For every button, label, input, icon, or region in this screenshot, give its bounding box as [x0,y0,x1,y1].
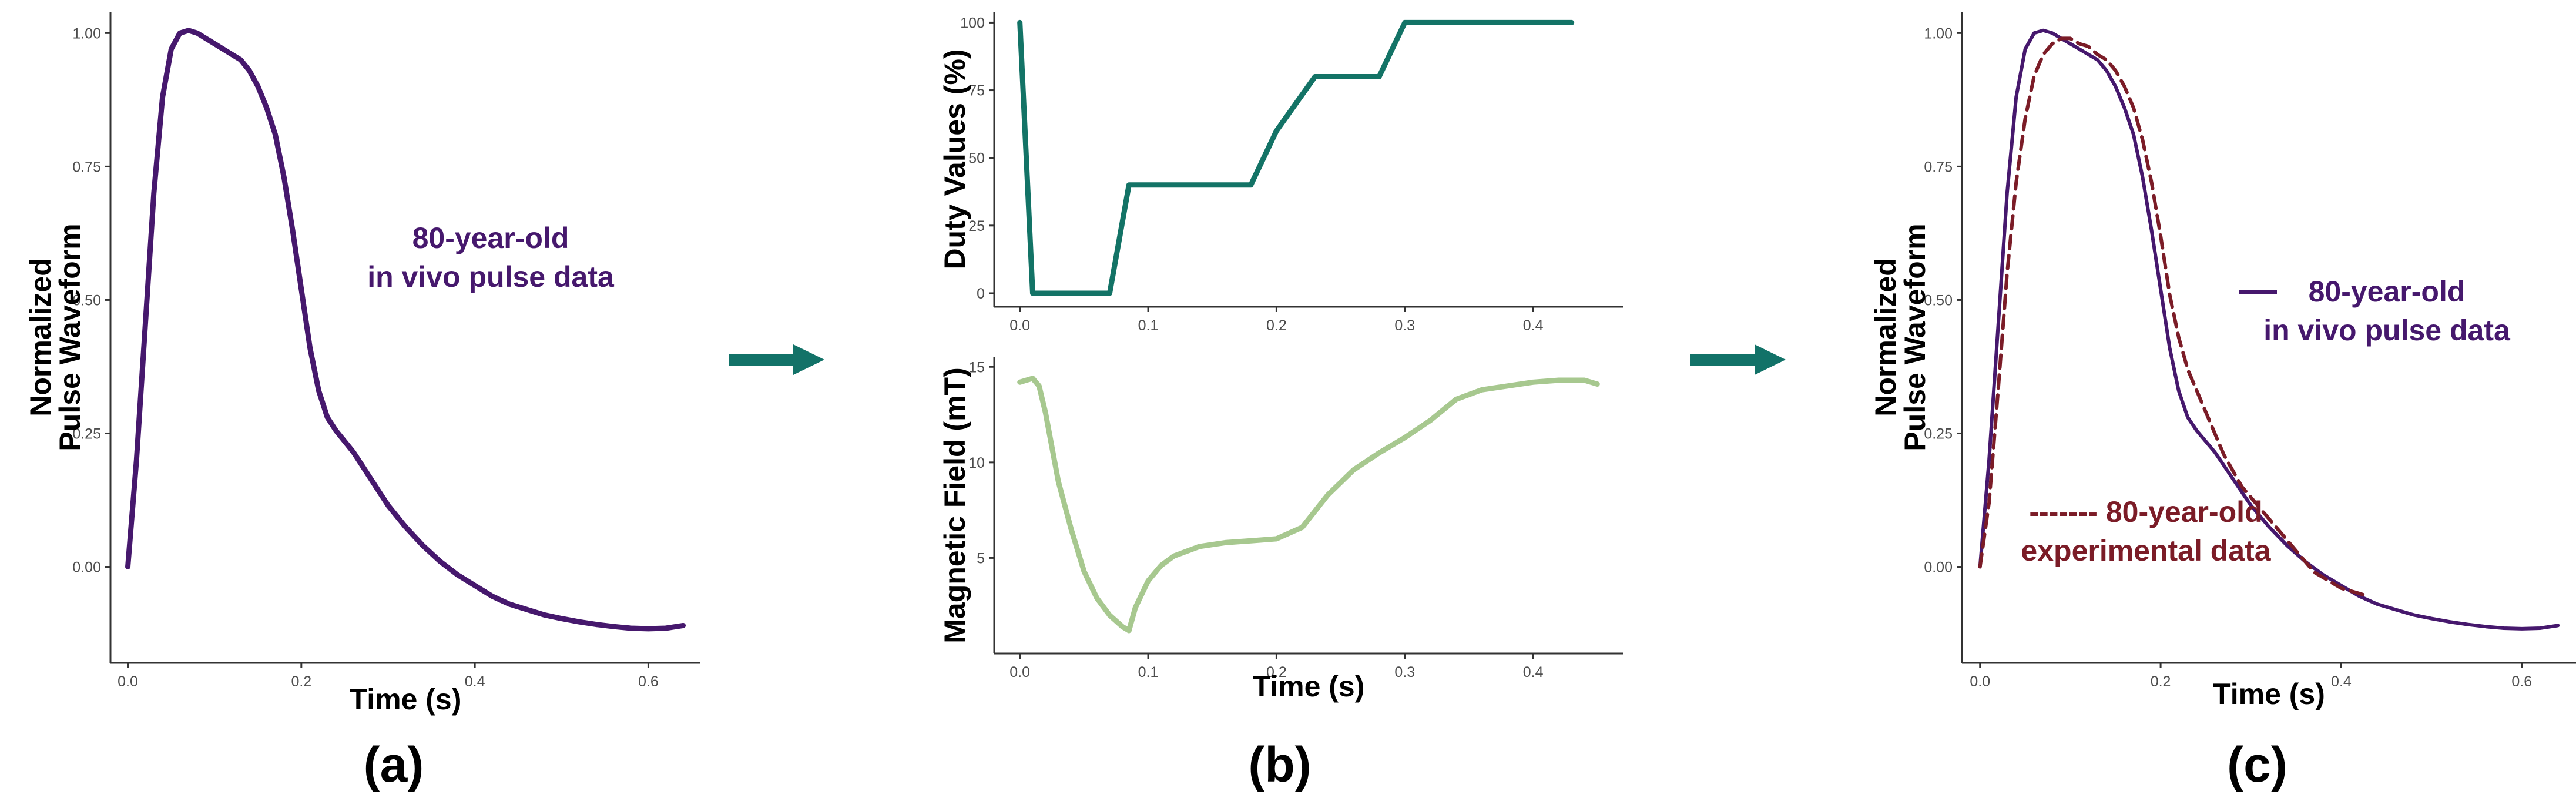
legend-text-line: experimental data [2021,534,2271,567]
x-tick-label: 0.2 [1266,664,1287,681]
series-line [1017,19,1575,296]
x-tick-label: 0.0 [1009,317,1030,334]
y-tick-label: 0.75 [72,159,101,175]
series-line [1017,376,1600,634]
panel-label: (b) [1248,737,1311,792]
chart-a: 0.0 0.2 0.4 0.6 0.00 0.25 0.50 0.75 1.00 Normaliz… [24,12,700,792]
y-tick-label: 5 [977,550,985,567]
y-tick-label: 0 [977,286,985,302]
x-axis-title: Time (s) [2213,678,2325,710]
y-axis-title-line: Normalized [24,258,57,417]
y-tick-label: 0.00 [72,559,101,576]
y-axis-title: NormalizedPulse Waveform [24,223,86,451]
y-tick-label: 0.25 [72,425,101,442]
series-line [1978,28,2560,631]
x-tick-label: 0.4 [2331,673,2352,690]
x-tick-label: 0.6 [638,673,659,690]
y-axis-title: Magnetic Field (mT) [938,367,971,643]
series-line [1978,36,2370,598]
y-axis-title-line: Pulse Waveform [53,223,86,451]
y-tick-label: 1.00 [1924,25,1953,42]
y-tick-label: 0.50 [72,292,101,309]
arrow-icon [729,344,824,375]
y-tick-label: 0.75 [1924,159,1953,175]
x-axis-title: Time (s) [350,683,462,716]
arrow-shaft [729,354,796,366]
legend-entry: 80-year-old in vivo pulse data [2239,275,2511,347]
y-tick-label: 75 [968,83,985,99]
legend-text: 80-year-old in vivo pulse data [2263,275,2511,347]
legend-text: ------- 80-year-old experimental data [2021,495,2271,567]
arrow-head [1755,344,1786,375]
x-tick-label: 0.4 [1523,664,1544,681]
panel-label: (a) [364,737,424,792]
x-tick-label: 0.0 [1970,673,1990,690]
x-axis-title: Time (s) [1253,670,1365,703]
y-axis-title: NormalizedPulse Waveform [1869,223,1931,451]
x-tick-label: 0.2 [2151,673,2171,690]
x-tick-label: 0.4 [1523,317,1544,334]
x-tick-label: 0.3 [1394,317,1415,334]
y-tick-label: 25 [968,218,985,234]
legend-text-line: in vivo pulse data [2263,314,2511,347]
y-axis-title-line: Magnetic Field (mT) [938,367,971,643]
y-tick-label: 0.25 [1924,425,1953,442]
x-tick-label: 0.0 [1009,664,1030,681]
series-line [125,28,686,632]
y-tick-label: 10 [968,455,985,471]
x-tick-label: 0.1 [1138,664,1159,681]
y-axis-title-line: Duty Values (%) [938,49,971,269]
legend-text-line: 80-year-old [2309,275,2466,308]
legend-text-line: ------- 80-year-old [2029,495,2262,528]
x-tick-label: 0.6 [2511,673,2532,690]
annotation: 80-year-old in vivo pulse data [367,222,615,293]
y-axis-title: Duty Values (%) [938,49,971,269]
x-tick-label: 0.3 [1394,664,1415,681]
y-tick-label: 100 [960,15,985,31]
y-tick-label: 0.50 [1924,292,1953,309]
x-tick-label: 0.2 [1266,317,1287,334]
x-tick-label: 0.4 [465,673,485,690]
arrow-icon [1690,344,1786,375]
annotation-line: in vivo pulse data [367,260,615,293]
arrow-head [793,344,824,375]
arrow-shaft [1690,354,1757,366]
y-tick-label: 15 [968,359,985,376]
x-tick-label: 0.2 [291,673,311,690]
annotation-line: 80-year-old [412,222,569,254]
chart-b-top: 0.0 0.1 0.2 0.3 0.4 0 25 50 75 100 Duty Values (%)… [938,12,1623,792]
x-tick-label: 0.0 [118,673,138,690]
x-tick-label: 0.1 [1138,317,1159,334]
y-tick-label: 1.00 [72,25,101,42]
chart-c: 0.0 0.2 0.4 0.6 0.00 0.25 0.50 0.75 1.00 Normaliz… [1869,12,2576,792]
panel-label: (c) [2227,737,2287,792]
y-tick-label: 50 [968,150,985,167]
y-axis-title-line: Normalized [1869,258,1902,417]
y-axis-title-line: Pulse Waveform [1899,223,1931,451]
legend-entry: ------- 80-year-old experimental data [2021,495,2271,567]
y-tick-label: 0.00 [1924,559,1953,576]
